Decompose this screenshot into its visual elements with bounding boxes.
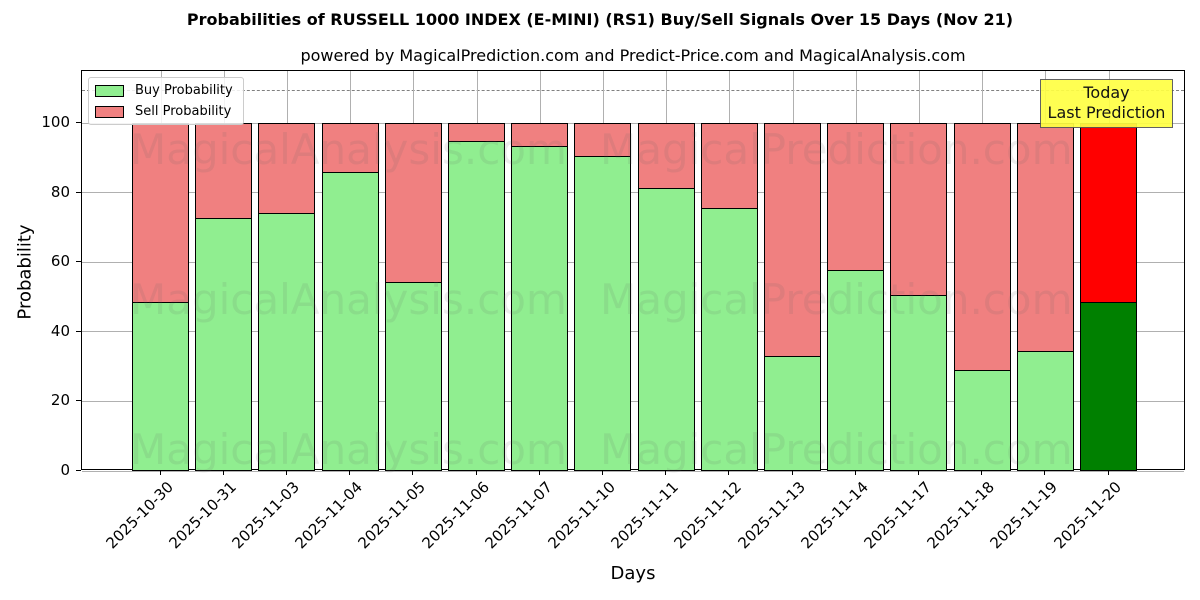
x-tick-label: 2025-11-14 (797, 478, 872, 553)
y-tick-label: 20 (50, 391, 70, 410)
sell-bar (1016, 123, 1074, 353)
buy-bar (637, 187, 695, 471)
x-tick-mark (159, 470, 161, 475)
x-tick-label: 2025-11-03 (228, 478, 303, 553)
y-tick-mark (76, 122, 81, 124)
buy-bar (1080, 301, 1137, 471)
sell-bar (953, 123, 1011, 372)
buy-bar (764, 355, 821, 471)
buy-bar (700, 207, 758, 471)
sell-bar (132, 123, 189, 304)
sell-bar (195, 123, 253, 219)
today-annotation: Today Last Prediction (1040, 79, 1173, 128)
x-tick-label: 2025-11-07 (481, 478, 556, 553)
x-tick-mark (791, 470, 793, 475)
y-tick-mark (76, 400, 81, 402)
x-tick-label: 2025-11-06 (418, 478, 493, 553)
legend: Buy Probability Sell Probability (88, 77, 244, 125)
sell-bar (827, 123, 885, 271)
x-tick-mark (1044, 470, 1046, 475)
x-tick-mark (412, 470, 414, 475)
x-tick-label: 2025-11-19 (986, 478, 1062, 553)
x-tick-mark (538, 470, 540, 475)
legend-sell-label: Sell Probability (135, 104, 232, 119)
x-tick-label: 2025-11-04 (291, 478, 367, 553)
x-tick-mark (349, 470, 351, 475)
sell-swatch-icon (95, 105, 124, 118)
gridline-h (82, 122, 1184, 124)
legend-item-buy: Buy Probability (95, 83, 233, 98)
buy-bar (827, 269, 885, 471)
y-tick-label: 60 (50, 252, 70, 271)
x-tick-label: 2025-11-20 (1050, 478, 1125, 553)
x-tick-label: 2025-11-18 (923, 478, 999, 553)
y-tick-mark (76, 191, 81, 193)
sell-bar (764, 123, 821, 357)
sell-bar (700, 123, 758, 209)
chart-title: Probabilities of RUSSELL 1000 INDEX (E-M… (186, 10, 1014, 29)
x-tick-mark (285, 470, 287, 475)
buy-bar (258, 212, 316, 471)
y-tick-mark (76, 470, 81, 471)
legend-item-sell: Sell Probability (95, 104, 231, 119)
x-tick-mark (728, 470, 730, 475)
buy-bar (321, 171, 379, 471)
buy-bar (132, 302, 189, 471)
buy-bar (195, 217, 253, 471)
annotation-line-1: Today (1083, 83, 1130, 102)
sell-bar (890, 123, 948, 296)
x-tick-label: 2025-11-11 (607, 478, 683, 553)
gridline-h (82, 470, 1184, 472)
legend-buy-label: Buy Probability (135, 83, 233, 98)
gridline-h (82, 400, 1184, 402)
x-tick-label: 2025-11-17 (860, 478, 935, 553)
buy-bar (1016, 351, 1074, 471)
x-tick-mark (917, 470, 919, 475)
gridline-h (82, 192, 1184, 194)
x-tick-label: 2025-11-10 (544, 478, 619, 553)
plot-area (81, 70, 1185, 472)
buy-bar (511, 146, 569, 471)
buy-swatch-icon (95, 84, 124, 97)
x-tick-label: 2025-11-05 (354, 478, 430, 553)
sell-bar (321, 123, 379, 173)
buy-bar (448, 141, 505, 471)
sell-bar (384, 123, 442, 284)
reference-line-110 (82, 90, 1184, 91)
sell-bar (574, 123, 632, 158)
sell-bar (258, 123, 316, 214)
gridline-h (82, 261, 1184, 263)
sell-bar (511, 123, 569, 148)
sell-bar (637, 123, 695, 189)
y-axis-title: Probability (14, 224, 36, 320)
buy-bar (953, 370, 1011, 471)
buy-bar (574, 156, 632, 471)
x-tick-label: 2025-11-13 (734, 478, 809, 553)
x-tick-mark (981, 470, 983, 475)
x-tick-mark (665, 470, 667, 475)
annotation-line-2: Last Prediction (1047, 103, 1166, 122)
x-tick-mark (475, 470, 477, 475)
y-tick-label: 80 (50, 182, 70, 201)
sell-bar (448, 123, 505, 143)
chart-subtitle: powered by MagicalPrediction.com and Pre… (300, 46, 966, 65)
x-tick-mark (222, 470, 224, 475)
y-tick-label: 100 (41, 113, 70, 132)
x-tick-mark (601, 470, 603, 475)
buy-bar (384, 282, 442, 471)
buy-bar (890, 295, 948, 471)
x-tick-label: 2025-10-30 (102, 478, 177, 553)
y-tick-label: 40 (50, 321, 70, 340)
sell-bar (1080, 123, 1137, 303)
x-tick-label: 2025-11-12 (670, 478, 746, 553)
x-tick-label: 2025-10-31 (165, 478, 240, 553)
y-tick-mark (76, 261, 81, 263)
x-tick-mark (854, 470, 856, 475)
y-tick-mark (76, 330, 81, 332)
x-axis-title: Days (610, 563, 656, 584)
gridline-h (82, 331, 1184, 333)
y-tick-label: 0 (60, 461, 70, 479)
x-tick-mark (1107, 470, 1109, 475)
